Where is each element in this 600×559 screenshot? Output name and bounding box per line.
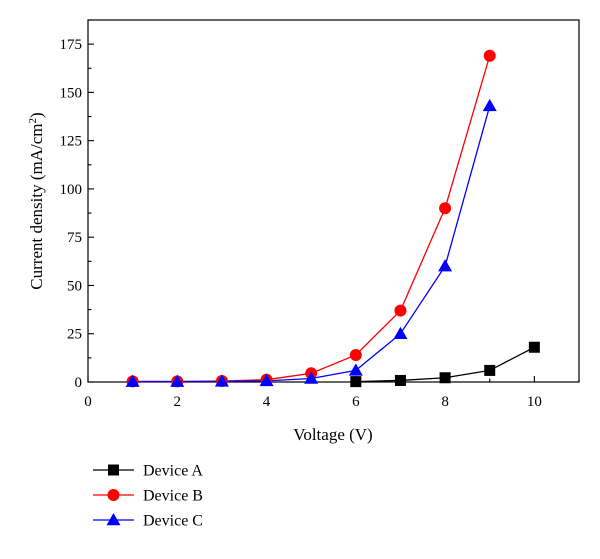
- y-tick-label: 50: [67, 278, 82, 294]
- y-axis-tick-labels: 0 25 50 75 100 125 150 175: [60, 37, 83, 391]
- device-b-line: [132, 55, 491, 383]
- series-lines: [132, 55, 535, 383]
- device-c-point: [438, 259, 453, 272]
- y-tick-label: 175: [60, 37, 83, 53]
- device-c-point: [482, 98, 497, 112]
- x-axis-label: Voltage (V): [293, 425, 372, 444]
- device-c-point: [348, 363, 363, 376]
- x-tick-label: 6: [352, 394, 360, 410]
- legend-label-device-a: Device A: [143, 463, 203, 480]
- y-axis-ticks: [88, 19, 94, 383]
- device-c-point: [170, 374, 185, 387]
- device-b-point: [349, 348, 362, 361]
- x-axis-tick-labels: 0 2 4 6 8 10: [84, 394, 542, 410]
- device-c-point: [393, 326, 408, 339]
- device-a-point: [528, 341, 540, 353]
- device-b-point: [483, 49, 496, 62]
- y-tick-label: 100: [60, 182, 83, 198]
- x-tick-label: 0: [84, 394, 92, 410]
- device-c-line: [132, 105, 491, 383]
- device-c-point: [214, 374, 229, 387]
- legend-label-device-c: Device C: [143, 513, 203, 530]
- plot-area-frame: [87, 19, 580, 383]
- series-markers: [125, 49, 540, 388]
- legend-marker-device-c: [106, 513, 121, 526]
- x-tick-label: 4: [263, 394, 271, 410]
- legend: Device A Device B Device C: [93, 463, 203, 530]
- x-tick-label: 10: [527, 394, 542, 410]
- y-tick-label: 75: [67, 230, 82, 246]
- legend-label-device-b: Device B: [143, 488, 203, 505]
- x-tick-label: 2: [174, 394, 182, 410]
- legend-marker-device-b: [107, 489, 120, 501]
- device-a-point: [439, 372, 451, 384]
- device-a-point: [394, 374, 406, 386]
- y-axis-label-superscript: 2: [27, 118, 39, 124]
- device-a-point: [484, 364, 496, 376]
- device-b-point: [394, 304, 407, 317]
- device-b-point: [439, 202, 452, 215]
- y-tick-label: 0: [75, 375, 83, 391]
- legend-marker-device-a: [108, 464, 119, 476]
- device-c-point: [259, 373, 274, 387]
- y-axis-label: Current density (mA/cm2): [27, 112, 46, 289]
- device-a-point: [350, 376, 362, 388]
- y-tick-label: 125: [60, 134, 83, 150]
- device-c-point: [125, 374, 140, 387]
- y-tick-label: 150: [60, 85, 83, 101]
- y-axis-label-tail: ): [27, 112, 46, 118]
- device-c-point: [304, 371, 319, 384]
- y-tick-label: 25: [67, 327, 82, 343]
- y-axis-label-main: Current density (mA/cm: [27, 123, 46, 289]
- x-tick-label: 8: [441, 394, 449, 410]
